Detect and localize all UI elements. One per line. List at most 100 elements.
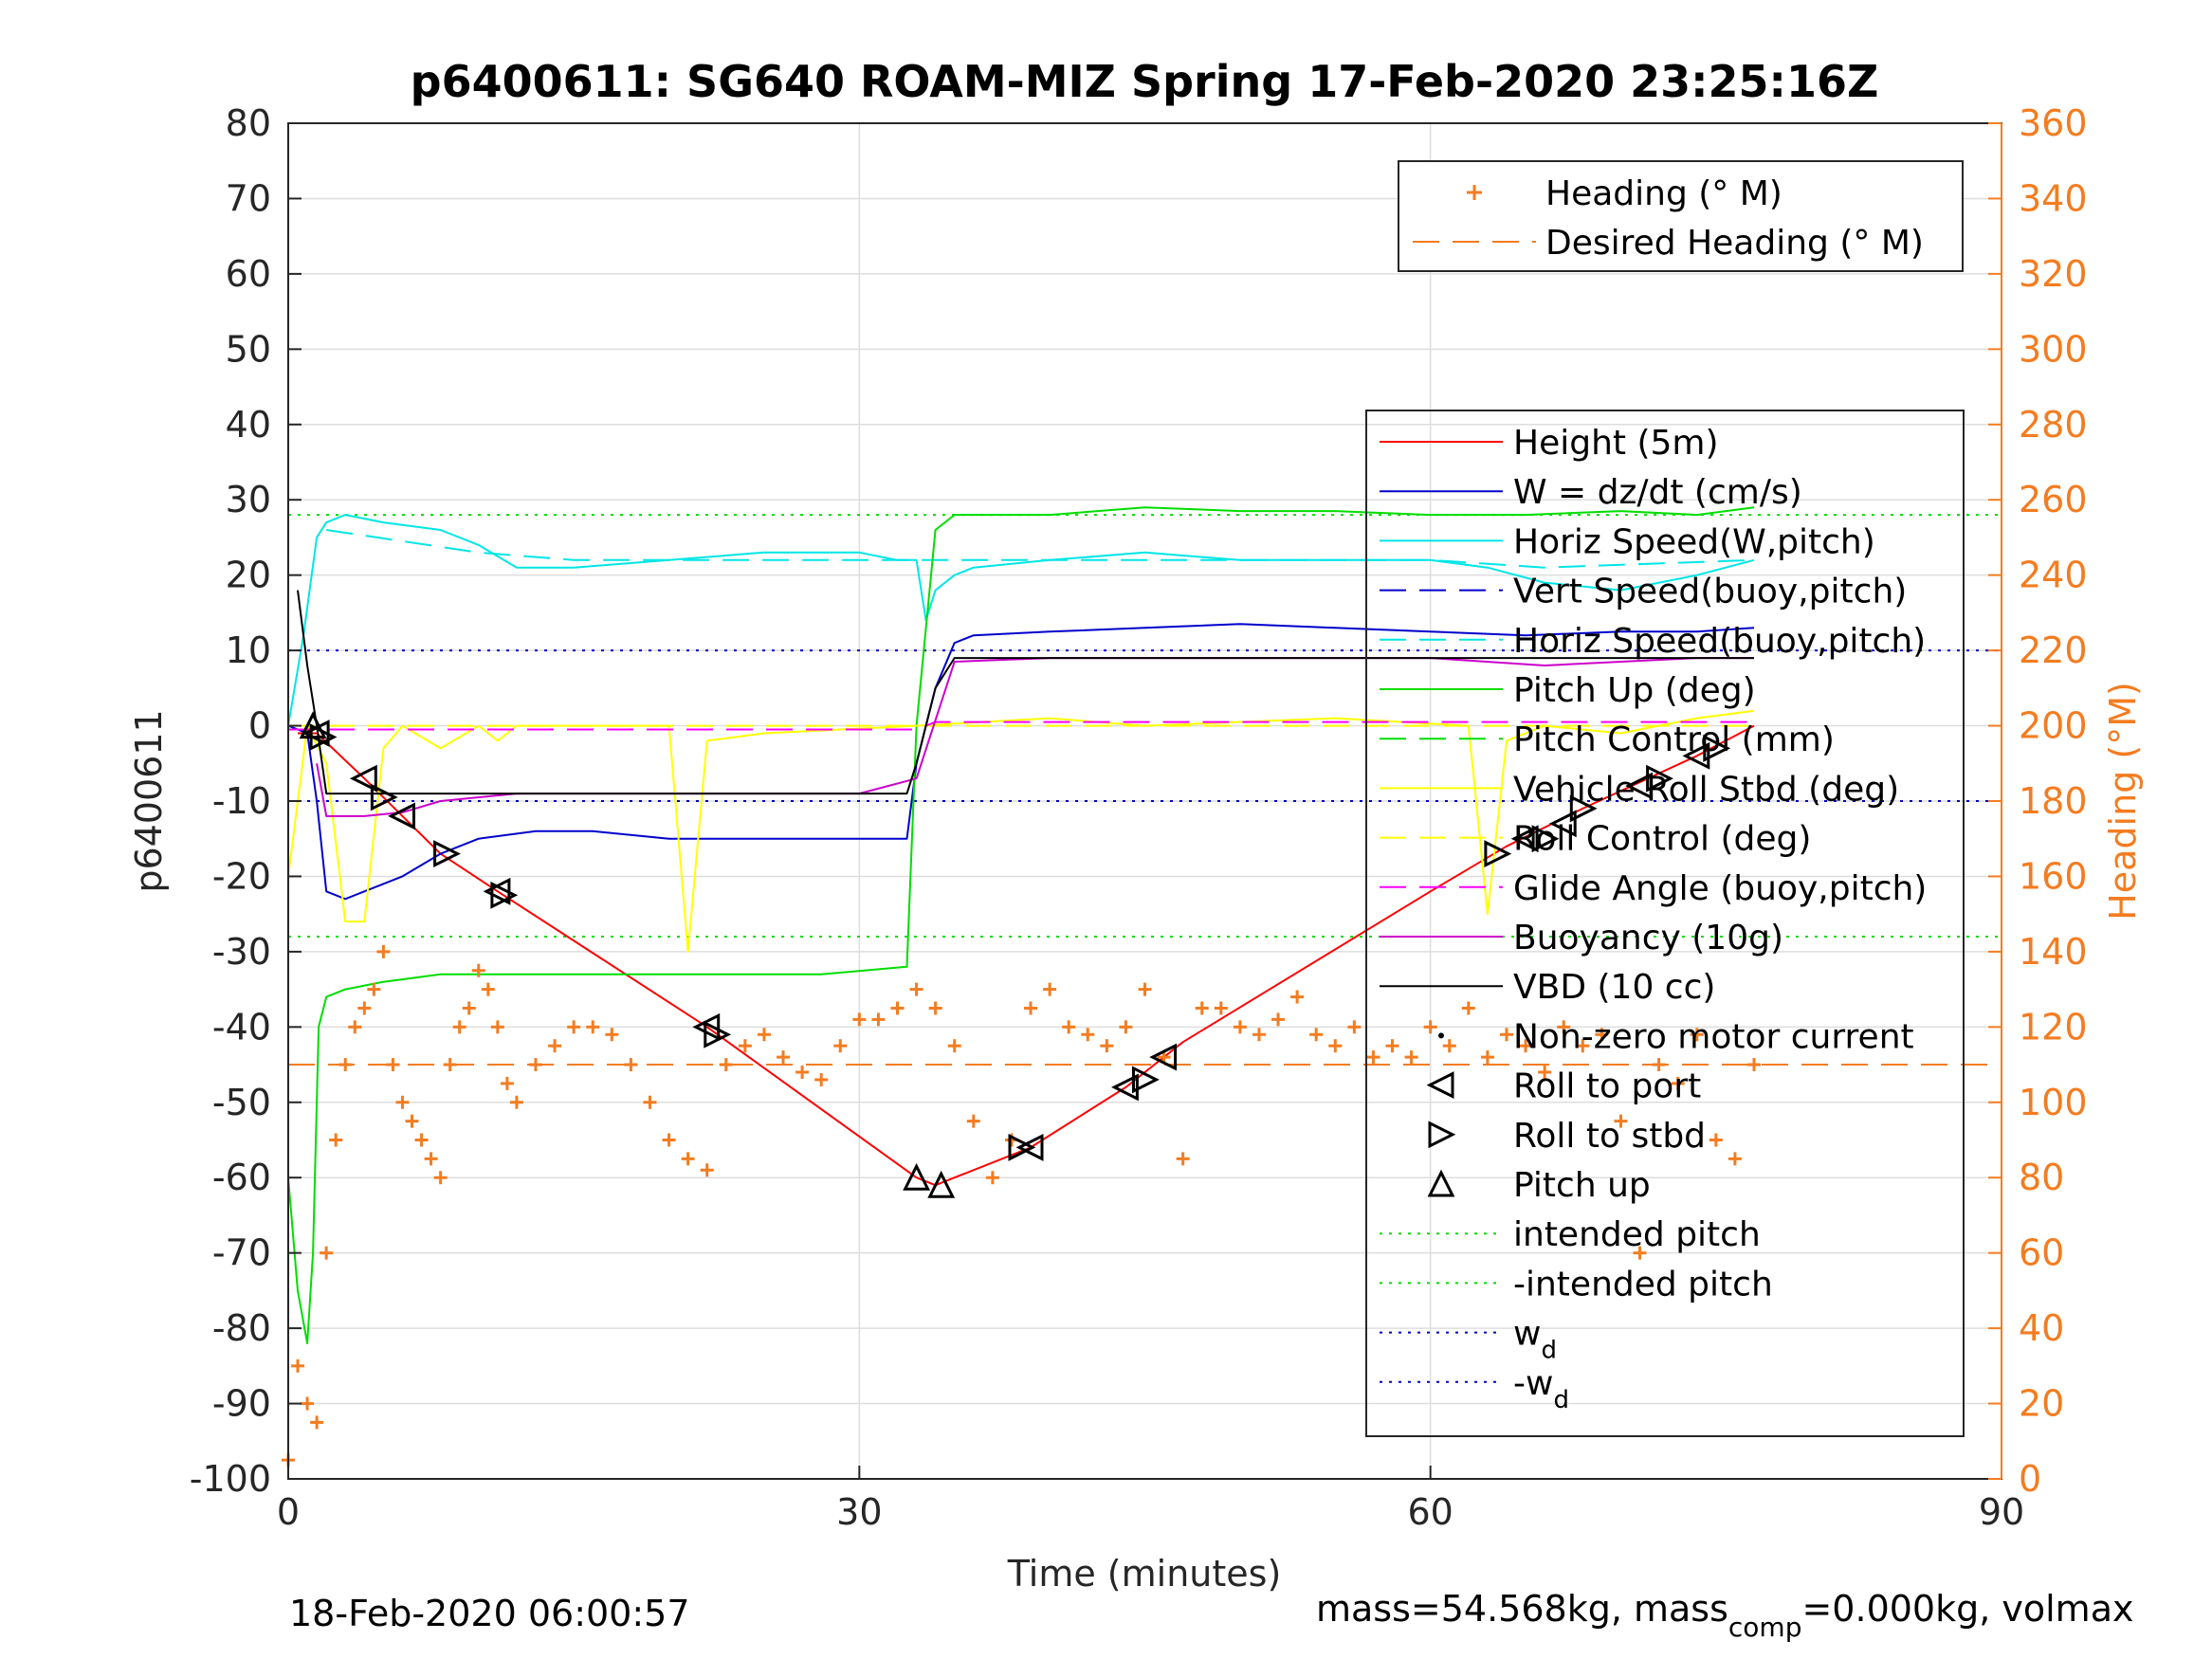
legend-heading-entry: Heading (° M)	[1467, 174, 1782, 213]
y-tick-label-right: 240	[2019, 555, 2088, 596]
heading-point	[386, 1058, 400, 1072]
heading-point	[509, 1095, 523, 1109]
heading-point	[1728, 1152, 1742, 1166]
legend-label: Vert Speed(buoy,pitch)	[1513, 573, 1907, 611]
y-tick-label-right: 280	[2019, 404, 2088, 446]
legend-label: Roll Control (deg)	[1513, 820, 1811, 859]
heading-point	[1746, 1058, 1761, 1072]
legend-label: Pitch up	[1513, 1166, 1651, 1205]
heading-point	[500, 1076, 514, 1090]
heading-point	[405, 1114, 419, 1128]
y-tick-label-right: 140	[2019, 931, 2088, 973]
heading-point	[966, 1114, 980, 1128]
reference-lines	[288, 514, 2002, 1066]
pitch-up-marker	[299, 711, 327, 739]
heading-point	[1614, 1114, 1628, 1128]
marker-layer	[299, 711, 1731, 1198]
legend-entry: Roll to stbd	[1428, 1117, 1706, 1156]
y-tick-label-right: 160	[2019, 855, 2088, 897]
heading-point	[1024, 1001, 1038, 1015]
heading-point	[320, 1246, 334, 1260]
heading-point	[719, 1058, 733, 1072]
heading-point	[1233, 1020, 1247, 1034]
heading-point	[1138, 982, 1152, 996]
roll-stbd-marker	[490, 881, 519, 909]
heading-point	[452, 1020, 466, 1034]
legend-label: Height (5m)	[1513, 424, 1719, 463]
legend-heading-entry: Desired Heading (° M)	[1413, 224, 1924, 263]
y-tick-label-left: -70	[212, 1232, 271, 1274]
roll-stbd-marker	[433, 840, 461, 868]
legend-label: Buoyancy (10g)	[1513, 919, 1783, 957]
x-tick-label: 0	[277, 1491, 300, 1533]
heading-point	[443, 1058, 457, 1072]
footer-mass-sub: comp	[1728, 1612, 1802, 1643]
heading-point	[1538, 1066, 1552, 1079]
heading-point	[481, 982, 495, 996]
legend-sample	[1426, 1071, 1454, 1100]
roll-stbd-marker	[1008, 1133, 1036, 1161]
y-tick-label-right: 120	[2019, 1006, 2088, 1048]
heading-point	[338, 1058, 353, 1072]
legend-heading: Heading (° M) Desired Heading (° M)	[1398, 160, 1964, 272]
roll-stbd-marker	[1484, 840, 1512, 868]
heading-point	[871, 1012, 886, 1027]
legend-entry: Vert Speed(buoy,pitch)	[1380, 573, 1907, 611]
heading-point	[529, 1058, 543, 1072]
y-tick-label-right: 360	[2019, 102, 2088, 144]
legend-entry: W = dz/dt (cm/s)	[1380, 473, 1802, 512]
roll-stbd-marker	[1569, 794, 1598, 823]
heading-point	[329, 1133, 343, 1147]
footer-mass-tail: =0.000kg, volmax	[1801, 1588, 2133, 1630]
legend-label: -wd	[1513, 1364, 1569, 1414]
y-tick-label-right: 220	[2019, 629, 2088, 671]
heading-point	[833, 1039, 848, 1053]
y-tick-label-left: 10	[226, 629, 271, 671]
y-tick-label-right: 100	[2019, 1082, 2088, 1123]
y-tick-label-right: 0	[2019, 1458, 2041, 1500]
y-tick-label-left: -30	[212, 931, 271, 973]
heading-point	[471, 963, 485, 977]
legend-label: Roll to stbd	[1513, 1117, 1706, 1156]
heading-point	[348, 1020, 362, 1034]
series-line-2	[287, 514, 1755, 726]
heading-point	[424, 1152, 438, 1166]
roll-stbd-marker	[1531, 825, 1560, 853]
heading-point	[700, 1163, 714, 1177]
roll-port-marker	[1510, 825, 1539, 853]
series-line-8	[316, 657, 1754, 817]
heading-point	[624, 1058, 638, 1072]
heading-point	[1081, 1028, 1095, 1042]
roll-port-marker	[1111, 1073, 1139, 1102]
pitch-up-marker	[903, 1162, 931, 1191]
legend-main: Height (5m) W = dz/dt (cm/s) Horiz Speed(W…	[1365, 410, 1965, 1437]
heading-point	[1499, 1028, 1513, 1042]
heading-point	[1652, 1058, 1666, 1072]
y-tick-label-right: 300	[2019, 328, 2088, 370]
heading-point	[1385, 1039, 1399, 1053]
heading-point	[310, 1415, 324, 1430]
y-tick-label-right: 260	[2019, 479, 2088, 520]
legend-entry: Horiz Speed(W,pitch)	[1380, 522, 1875, 561]
grid	[287, 122, 2002, 1480]
legend-sample	[1438, 1032, 1444, 1039]
legend-label: Horiz Speed(buoy,pitch)	[1513, 622, 1926, 661]
legend-entry: Roll Control (deg)	[1380, 820, 1811, 859]
legend-label: Roll to port	[1513, 1067, 1701, 1106]
heading-point	[414, 1133, 429, 1147]
y-tick-label-right: 40	[2019, 1307, 2064, 1349]
heading-point	[1290, 990, 1305, 1004]
legend-entry: Height (5m)	[1380, 424, 1719, 463]
heading-point	[985, 1171, 999, 1185]
heading-point	[357, 1001, 372, 1015]
footer-mass: mass=54.568kg, masscomp=0.000kg, volmax	[1316, 1588, 2133, 1643]
legend-entry: VBD (10 cc)	[1380, 968, 1715, 1007]
heading-point	[1119, 1020, 1133, 1034]
heading-point	[909, 982, 923, 996]
legend-entry: Pitch Up (deg)	[1380, 671, 1756, 710]
heading-point	[1214, 1001, 1228, 1015]
heading-point	[567, 1020, 581, 1034]
legend-entry: Buoyancy (10g)	[1380, 919, 1783, 957]
footer-timestamp: 18-Feb-2020 06:00:57	[289, 1593, 690, 1634]
roll-port-marker	[388, 802, 415, 830]
